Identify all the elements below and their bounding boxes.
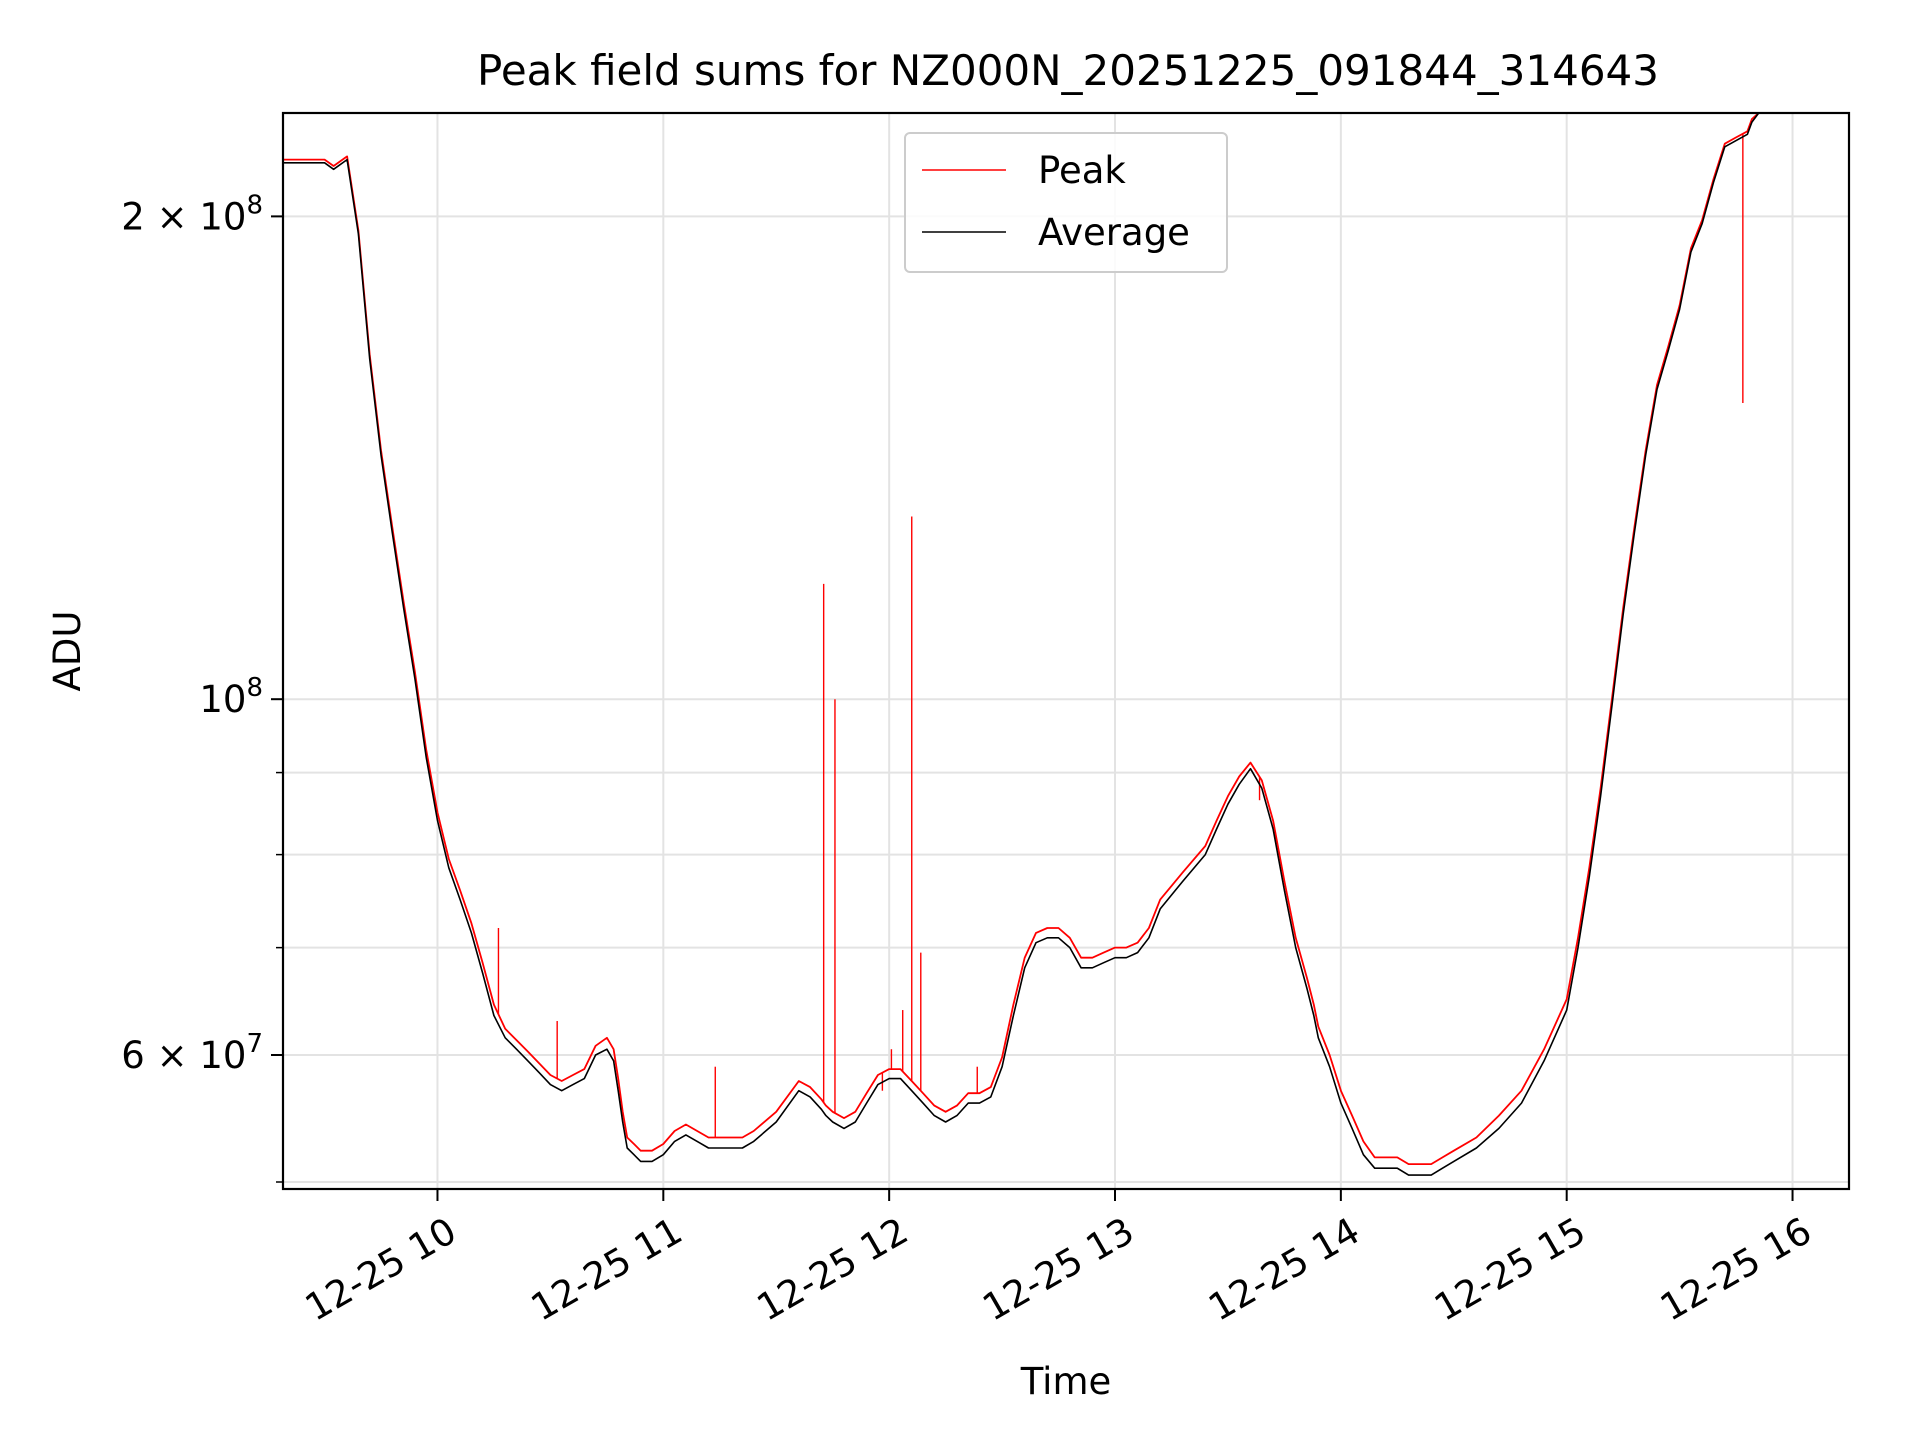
plot-frame bbox=[281, 111, 1851, 1191]
x-axis-label: Time bbox=[1020, 1360, 1112, 1403]
y-tick-label-base: 6 × 10 bbox=[121, 1034, 246, 1077]
legend[interactable]: Peak Average bbox=[904, 132, 1228, 273]
legend-label-average: Average bbox=[1038, 211, 1190, 254]
y-tick-label-exponent: 7 bbox=[246, 1029, 263, 1059]
legend-label-peak: Peak bbox=[1038, 149, 1126, 192]
y-tick-label-base: 2 × 10 bbox=[121, 195, 246, 238]
series-line-average bbox=[283, 113, 1760, 1176]
y-tick-label: 2 × 108 bbox=[121, 190, 263, 238]
y-tick-label-base: 10 bbox=[199, 678, 246, 721]
series-clip-group bbox=[283, 113, 1760, 1176]
chart-title: Peak field sums for NZ000N_20251225_0918… bbox=[477, 46, 1659, 95]
y-tick-label-exponent: 8 bbox=[246, 190, 263, 220]
y-tick-label-exponent: 8 bbox=[246, 673, 263, 703]
y-axis-label: ADU bbox=[46, 611, 89, 692]
series-line-peak bbox=[283, 113, 1760, 1165]
legend-box bbox=[904, 132, 1228, 273]
series-layer bbox=[283, 113, 1760, 1176]
y-tick-label: 108 bbox=[199, 673, 263, 721]
y-tick-label: 6 × 107 bbox=[121, 1029, 263, 1077]
